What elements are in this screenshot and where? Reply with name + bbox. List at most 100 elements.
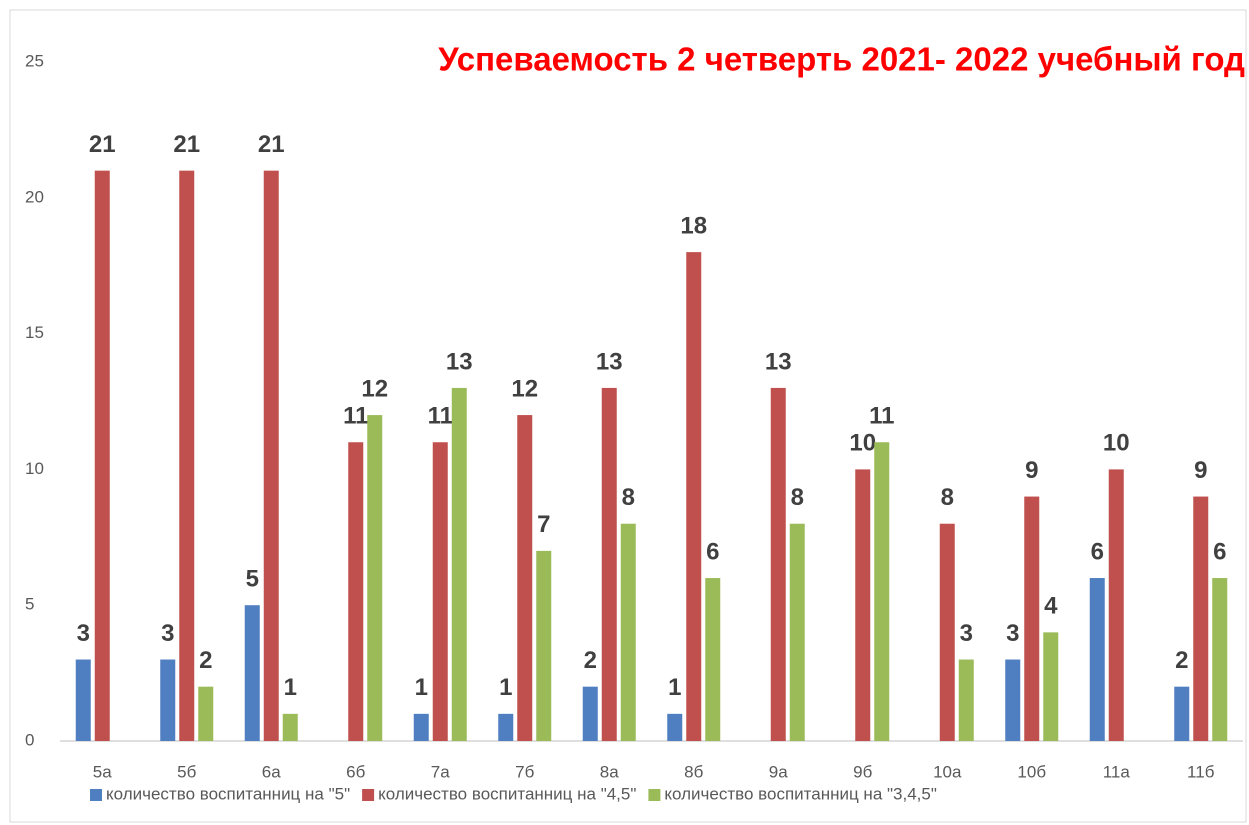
x-tick-label: 11б <box>1187 762 1215 781</box>
bar <box>770 387 786 741</box>
y-tick-label: 10 <box>25 459 44 478</box>
bar <box>432 442 448 741</box>
bar <box>705 578 721 741</box>
bar <box>582 686 598 741</box>
x-tick-label: 7б <box>515 762 534 781</box>
data-label: 2 <box>199 647 212 674</box>
data-label: 9 <box>1194 457 1207 484</box>
legend-swatch <box>362 789 375 801</box>
bar <box>517 415 533 741</box>
data-label: 6 <box>706 538 719 565</box>
y-tick-label: 5 <box>25 595 34 614</box>
data-label: 13 <box>765 348 792 375</box>
data-label: 11 <box>869 403 894 430</box>
data-label: 7 <box>537 511 550 538</box>
bar <box>94 170 110 741</box>
x-tick-label: 10а <box>933 762 962 781</box>
bar <box>1212 578 1228 741</box>
data-label: 3 <box>161 620 174 647</box>
x-tick-label: 9б <box>853 762 872 781</box>
y-tick-label: 0 <box>25 730 34 749</box>
data-label: 1 <box>415 674 428 701</box>
bar <box>498 713 514 741</box>
data-label: 18 <box>680 212 707 239</box>
data-label: 1 <box>668 674 681 701</box>
bar <box>686 252 702 741</box>
bar <box>855 469 871 741</box>
legend-swatch <box>90 789 102 801</box>
data-label: 5 <box>246 566 259 593</box>
legend-label: количество воспитанниц на "3,4,5" <box>664 784 936 803</box>
data-label: 11 <box>343 403 368 430</box>
data-label: 2 <box>1175 647 1188 674</box>
bar <box>75 659 91 741</box>
x-tick-label: 8а <box>600 762 619 781</box>
legend-label: количество воспитанниц на "4,5" <box>378 784 636 803</box>
data-label: 13 <box>596 348 623 375</box>
data-label: 6 <box>1091 538 1104 565</box>
data-label: 12 <box>361 375 388 402</box>
bar <box>958 659 974 741</box>
bar <box>451 387 467 741</box>
bar <box>1108 469 1124 741</box>
legend-swatch <box>648 789 661 801</box>
data-label: 13 <box>446 348 473 375</box>
bar <box>1089 578 1105 741</box>
data-label: 21 <box>173 131 200 158</box>
bar <box>1043 632 1059 741</box>
bar <box>282 713 298 741</box>
bar <box>413 713 429 741</box>
data-label: 8 <box>791 484 804 511</box>
data-label: 10 <box>1103 430 1130 457</box>
data-label: 4 <box>1044 593 1058 620</box>
data-label: 21 <box>258 131 285 158</box>
bar <box>874 442 890 741</box>
bar <box>263 170 279 741</box>
bar <box>789 523 805 741</box>
x-tick-label: 10б <box>1017 762 1046 781</box>
x-tick-label: 9а <box>769 762 788 781</box>
x-tick-label: 5а <box>93 762 112 781</box>
legend-label: количество воспитанниц на "5" <box>106 784 350 803</box>
data-label: 3 <box>77 620 90 647</box>
data-label: 10 <box>849 430 876 457</box>
bar <box>536 550 552 741</box>
data-label: 9 <box>1025 457 1038 484</box>
bar <box>620 523 636 741</box>
bar <box>348 442 364 741</box>
chart-title: Успеваемость 2 четверть 2021- 2022 учебн… <box>438 41 1245 78</box>
y-tick-label: 25 <box>25 51 44 70</box>
bar <box>179 170 195 741</box>
bar <box>367 415 383 741</box>
data-label: 6 <box>1213 538 1226 565</box>
bar <box>667 713 683 741</box>
data-label: 3 <box>960 620 973 647</box>
data-label: 12 <box>511 375 538 402</box>
bar <box>1174 686 1190 741</box>
data-label: 8 <box>941 484 954 511</box>
bar <box>198 686 214 741</box>
x-tick-label: 6б <box>346 762 365 781</box>
data-label: 2 <box>584 647 597 674</box>
bar <box>160 659 176 741</box>
bar <box>1024 496 1040 741</box>
x-tick-label: 5б <box>177 762 196 781</box>
y-tick-label: 20 <box>25 187 44 206</box>
data-label: 11 <box>428 403 453 430</box>
data-label: 21 <box>89 131 116 158</box>
data-label: 1 <box>499 674 512 701</box>
data-label: 3 <box>1006 620 1019 647</box>
bar <box>1005 659 1021 741</box>
bar <box>601 387 617 741</box>
x-tick-label: 6а <box>262 762 281 781</box>
bar <box>1193 496 1209 741</box>
data-label: 8 <box>622 484 635 511</box>
x-tick-label: 8б <box>684 762 703 781</box>
data-label: 1 <box>284 674 297 701</box>
y-tick-label: 15 <box>25 323 44 342</box>
x-tick-label: 7а <box>431 762 450 781</box>
bar <box>939 523 955 741</box>
x-tick-label: 11а <box>1103 762 1131 781</box>
bar <box>244 605 260 741</box>
